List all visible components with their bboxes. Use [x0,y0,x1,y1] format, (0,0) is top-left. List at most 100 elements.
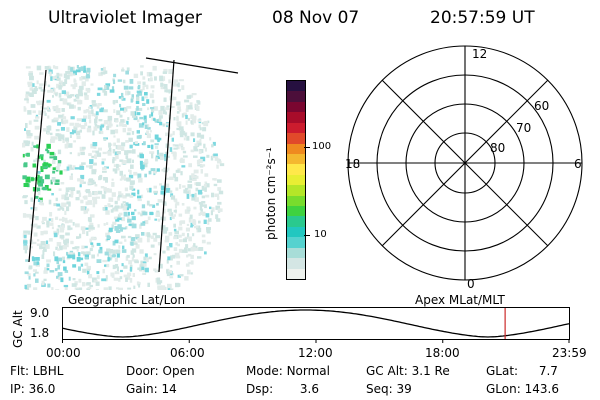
emission-pixel [61,90,66,94]
emission-pixel [74,82,78,87]
emission-pixel [26,134,32,139]
emission-pixel [136,90,142,94]
emission-pixel [34,135,39,140]
emission-pixel [152,170,157,174]
status-flt-label: Flt: [10,364,29,378]
emission-pixel [48,125,51,130]
emission-pixel [46,143,51,149]
emission-pixel [151,99,155,104]
emission-pixel [176,127,181,131]
emission-pixel [54,268,58,272]
status-glon-label: GLon: [486,382,521,396]
emission-pixel [88,228,91,232]
emission-pixel [190,132,195,137]
timeline-axis-label: GC Alt [11,310,25,348]
emission-pixel [131,131,135,135]
emission-pixel [161,168,165,172]
emission-pixel [62,194,67,197]
emission-pixel [64,79,68,84]
emission-pixel [80,199,84,204]
emission-pixel [126,207,129,211]
status-seq-label: Seq: [366,382,393,396]
emission-pixel [217,160,222,164]
emission-pixel [125,202,129,208]
emission-pixel [48,66,52,70]
longitude-line-right [158,59,175,273]
emission-pixel [165,177,169,180]
emission-pixel [166,271,171,277]
timeline-x-tick-1200: 12:00 [298,346,333,360]
emission-pixel [43,278,47,281]
emission-pixel [203,184,207,189]
emission-pixel [72,86,76,90]
emission-pixel [66,166,70,171]
emission-pixel [205,213,210,218]
emission-pixel [60,277,64,283]
emission-pixel [51,226,54,230]
emission-pixel [171,96,177,101]
emission-pixel [40,241,46,246]
emission-pixel [130,111,135,116]
emission-pixel [152,232,157,236]
emission-pixel [187,253,192,257]
emission-pixel [112,149,116,154]
emission-pixel [153,106,158,111]
emission-pixel [142,122,145,126]
emission-pixel [95,196,100,199]
emission-pixel [61,223,64,226]
emission-pixel [136,112,141,116]
emission-pixel [137,237,143,243]
emission-pixel [132,222,135,225]
emission-pixel [153,190,158,194]
emission-pixel [157,199,163,203]
emission-pixel [105,188,110,193]
emission-pixel [173,117,176,121]
emission-pixel [207,218,212,222]
emission-pixel [92,150,96,153]
emission-pixel [128,169,131,172]
emission-pixel [119,178,123,181]
emission-pixel [116,266,119,271]
emission-pixel [112,158,115,164]
emission-pixel [59,227,65,231]
emission-pixel [198,212,201,216]
emission-pixel [61,194,65,200]
emission-pixel [162,250,166,254]
emission-pixel [155,120,158,123]
emission-pixel [98,176,101,181]
emission-pixel [72,129,77,134]
emission-pixel [57,122,61,126]
colorbar-tick-100: 100 [312,141,332,152]
emission-pixel [65,187,70,193]
emission-pixel [118,191,122,195]
emission-pixel [58,138,62,142]
emission-pixel [147,232,150,238]
emission-pixel [69,194,72,197]
emission-pixel [28,93,31,96]
emission-pixel [100,68,104,71]
emission-pixel [132,114,137,118]
emission-pixel [188,236,192,242]
emission-pixel [167,123,171,126]
emission-pixel [178,239,183,243]
emission-pixel [138,267,142,271]
emission-pixel [102,207,106,211]
emission-pixel [25,176,31,180]
emission-pixel [107,151,112,156]
emission-pixel [60,118,64,124]
emission-pixel [115,206,118,211]
emission-pixel [111,178,114,181]
emission-pixel [64,196,69,201]
emission-pixel [91,155,94,159]
emission-pixel [120,203,124,208]
emission-pixel [198,150,202,154]
emission-pixel [170,255,173,260]
emission-pixel [41,246,46,249]
emission-pixel [37,191,41,195]
emission-pixel [121,249,127,253]
emission-pixel [171,151,177,155]
status-flt-value: LBHL [32,364,64,378]
emission-pixel [166,167,170,171]
emission-pixel [115,99,118,104]
emission-pixel [166,269,169,274]
